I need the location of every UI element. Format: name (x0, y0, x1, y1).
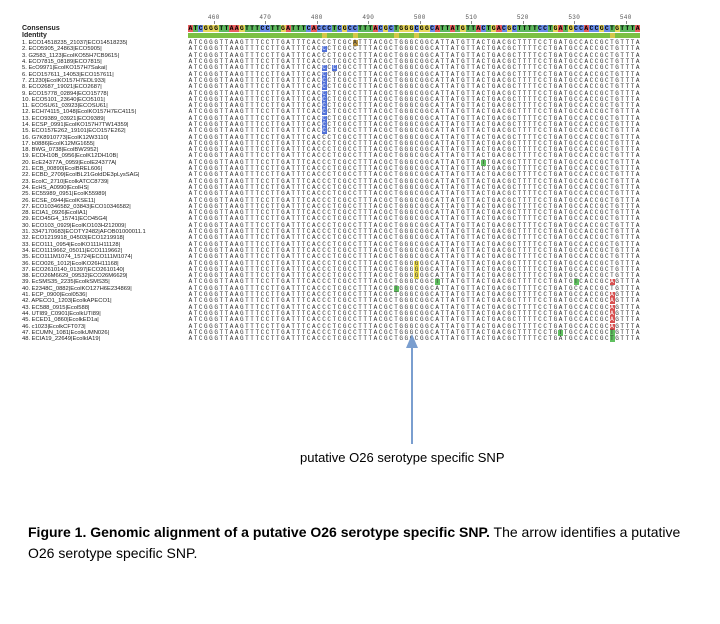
arrow-line (411, 348, 413, 444)
row-label: 40. E2348C_0882|EcolKO127H6E234869| (20, 286, 188, 292)
ruler-row: 460470480490500510520530540 (20, 14, 700, 24)
row-label: 19. ECDH10B_0956|EcolK12DH10B| (20, 153, 188, 159)
row-label: 25. EC55989_0951|EcolK55989| (20, 191, 188, 197)
row-label: 18. BWG_0738|EcolBW2952| (20, 147, 188, 153)
row-label: 47. ECUMN_1081|EcolkUMN026| (20, 330, 188, 336)
row-sequence: ATCGGGTTAAGTTTCCTTGATTTCACCCTCGCCTTTACGC… (188, 336, 700, 342)
row-label: 34. ECO1119662_05011|ECO1119662| (20, 248, 188, 254)
row-label: 1. ECO14518235_21037|ECO14518235| (20, 40, 188, 46)
row-label: 35. ECO111M1074_15724|ECO111M1074| (20, 254, 188, 260)
row-label: 29. ECO45G4_15741|ECO45G4| (20, 216, 188, 222)
alignment-panel: 460470480490500510520530540 Consensus AT… (20, 14, 700, 342)
row-label: 24. EcHS_A0990|EcolHS| (20, 185, 188, 191)
row-label: 42. APECO1_1203|EcolkAPECO1| (20, 298, 188, 304)
row-label: 26. ECSE_0944|EcolKSE11| (20, 198, 188, 204)
figure-caption: Figure 1. Genomic alignment of a putativ… (20, 522, 700, 564)
arrow-label: putative O26 serotype specific SNP (300, 450, 505, 465)
snp-arrow (412, 334, 418, 444)
row-label: 17. b0886|EcolK12MG1655| (20, 141, 188, 147)
row-label: 11. ECOSU61_03923|ECOSU61| (20, 103, 188, 109)
row-label: 5. EcO9971|EcolKO157H7Sakai| (20, 65, 188, 71)
row-label: 41. ECP_0900|Ecol0536| (20, 292, 188, 298)
row-label: 23. EcolC_2710|EcolkATCC8739| (20, 179, 188, 185)
identity-bar (188, 33, 700, 38)
row-label: 31. 3347170683|ECOTY2482|AFOB01000011.1 (20, 229, 188, 235)
identity-row: Identity (20, 32, 700, 38)
row-label: 43. EC588_0915|Ecol588| (20, 305, 188, 311)
row-label: 38. ECO26M6629_09532|ECO26M6629| (20, 273, 188, 279)
row-label: 48. ECIA19_22649|EcolkIA19| (20, 336, 188, 342)
row-label: 45. ECED1_0860|EcolkED1a| (20, 317, 188, 323)
row-label: 16. G7K8910773|EcolK12W3110| (20, 135, 188, 141)
row-label: 33. ECO111_0954|EcolKO111H11128| (20, 242, 188, 248)
row-label: 7. Z1230|EcolKO157H7EDL933| (20, 78, 188, 84)
row-label: 3. G2583_1123|EcolKO55H7CB9615| (20, 53, 188, 59)
row-label: 9. ECO15778_02894|ECO15778| (20, 91, 188, 97)
row-label: 36. ECO026_1012|EcolKO26H11168| (20, 261, 188, 267)
figure-container: 460470480490500510520530540 Consensus AT… (0, 0, 720, 594)
row-label: 4. ECO7815_08189|ECO7815| (20, 59, 188, 65)
row-label: 22. ECBD_2709|EcolBL21GoldDE3pLysSAG| (20, 172, 188, 178)
row-label: 14. ECSP_0991|EcolKO157H7TW14359| (20, 122, 188, 128)
row-label: 12. ECH74115_1048|EcolKO157H7EC4115| (20, 109, 188, 115)
row-label: 27. ECO10346582_03843|ECO10346582| (20, 204, 188, 210)
consensus-sequence: ATCGGGTTAAGTTTCCTTGATTTCACCCTCGCCTTTACGC… (188, 25, 700, 32)
row-label: 46. c1023|EcolkCFT073| (20, 324, 188, 330)
row-label: 20. EcE24377A_0959|EcolE24377A| (20, 160, 188, 166)
row-label: 13. ECO9389_03921|ECO9389| (20, 116, 188, 122)
row-label: 8. ECO2687_19021|ECO2687| (20, 84, 188, 90)
row-label: 30. ECO103_0929|EcolKO103H212009| (20, 223, 188, 229)
consensus-label: Consensus (20, 25, 188, 32)
row-label: 39. EcSMS35_2235|EcolkSMS35| (20, 279, 188, 285)
row-label: 21. ECB_00890|EcolBREL606| (20, 166, 188, 172)
row-label: 28. ECIA1_0926|EcolIA1| (20, 210, 188, 216)
row-label: 44. UTI89_C0901|EcolkUTI89| (20, 311, 188, 317)
sequence-rows: 1. ECO14518235_21037|ECO14518235| ATCGGGT… (20, 40, 700, 342)
row-label: 37. ECO2610140_01397|ECO2610140| (20, 267, 188, 273)
row-label: 10. ECO5101_23640|ECO5101| (20, 97, 188, 103)
row-label: 6. ECO157611_14053|ECO157611| (20, 72, 188, 78)
caption-title: Figure 1. Genomic alignment of a putativ… (28, 524, 490, 540)
row-label: 15. ECO157E262_19101|ECO157E262| (20, 128, 188, 134)
position-ruler: 460470480490500510520530540 (188, 14, 700, 24)
identity-label: Identity (20, 32, 188, 39)
row-label: 32. ECO1219918_04503|ECO1219918| (20, 235, 188, 241)
arrow-annotation: putative O26 serotype specific SNP (20, 342, 700, 452)
row-label: 2. ECO5905_24863|ECO5905| (20, 46, 188, 52)
arrow-head-icon (406, 334, 418, 348)
